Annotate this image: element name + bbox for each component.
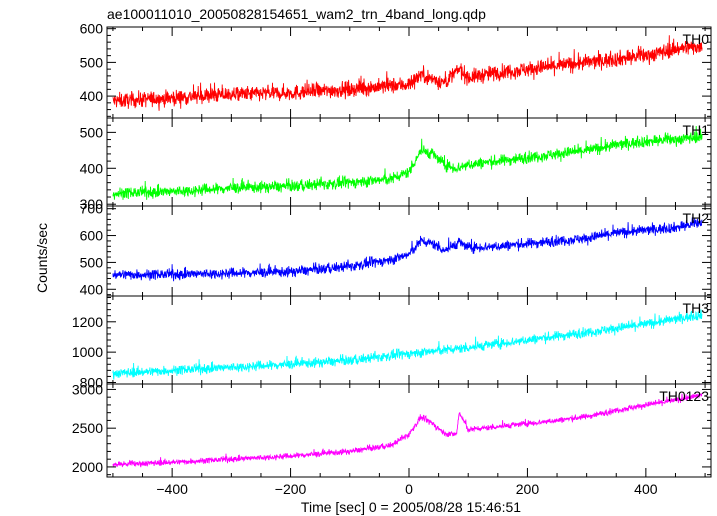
panel-frame bbox=[106, 295, 712, 385]
x-tick-label: 200 bbox=[516, 481, 540, 497]
x-tick-label: −400 bbox=[156, 481, 188, 497]
series-line-th0123 bbox=[112, 393, 703, 468]
series-line-th0 bbox=[112, 35, 703, 111]
y-axis-title: Counts/sec bbox=[34, 223, 50, 293]
panel-th3: 800 1000 1200 TH3 bbox=[72, 295, 712, 390]
y-tick-label: 400 bbox=[80, 281, 104, 297]
band-label-th0: TH0 bbox=[683, 31, 710, 47]
series-line-th1 bbox=[112, 125, 703, 200]
y-tick-label: 500 bbox=[80, 254, 104, 270]
y-tick-label: 2500 bbox=[72, 420, 103, 436]
panel-th0: 400 500 600 TH0 bbox=[80, 21, 712, 119]
y-tick-label: 600 bbox=[80, 21, 104, 37]
panel-th2: 400 500 600 700 TH2 bbox=[80, 201, 712, 297]
y-tick-label: 500 bbox=[80, 54, 104, 70]
band-label-th0123: TH0123 bbox=[659, 388, 709, 404]
y-tick-label: 2000 bbox=[72, 459, 103, 475]
y-tick-label: 700 bbox=[80, 201, 104, 217]
y-tick-label: 400 bbox=[80, 88, 104, 104]
panel-th0123: 2000 2500 3000 TH0123 bbox=[72, 381, 712, 478]
series-line-th3 bbox=[112, 309, 703, 380]
x-tick-label: 400 bbox=[634, 481, 658, 497]
y-tick-label: 1200 bbox=[72, 314, 103, 330]
panel-frame bbox=[106, 26, 712, 119]
y-tick-label: 400 bbox=[80, 160, 104, 176]
y-tick-label: 1000 bbox=[72, 344, 103, 360]
x-axis-title: Time [sec] 0 = 2005/08/28 15:46:51 bbox=[301, 499, 521, 515]
panel-th1: 300 400 500 TH1 bbox=[80, 117, 712, 212]
x-tick-label: 0 bbox=[405, 481, 413, 497]
y-tick-label: 300 bbox=[80, 196, 104, 212]
panel-frame bbox=[106, 117, 712, 207]
band-label-th2: TH2 bbox=[683, 210, 710, 226]
panel-frame bbox=[106, 205, 712, 297]
y-tick-label: 3000 bbox=[72, 381, 103, 397]
panel-frame bbox=[106, 383, 712, 478]
band-label-th3: TH3 bbox=[683, 300, 710, 316]
y-tick-label: 600 bbox=[80, 228, 104, 244]
y-tick-label: 800 bbox=[80, 374, 104, 390]
band-label-th1: TH1 bbox=[683, 122, 710, 138]
panels-group: 400 500 600 TH0 300 400 500 TH1 400 500 600 700 TH2 8… bbox=[72, 21, 712, 497]
y-tick-label: 500 bbox=[80, 124, 104, 140]
series-line-th2 bbox=[112, 217, 703, 282]
chart-title: ae100011010_20050828154651_wam2_trn_4ban… bbox=[107, 6, 486, 22]
x-tick-label: −200 bbox=[275, 481, 307, 497]
